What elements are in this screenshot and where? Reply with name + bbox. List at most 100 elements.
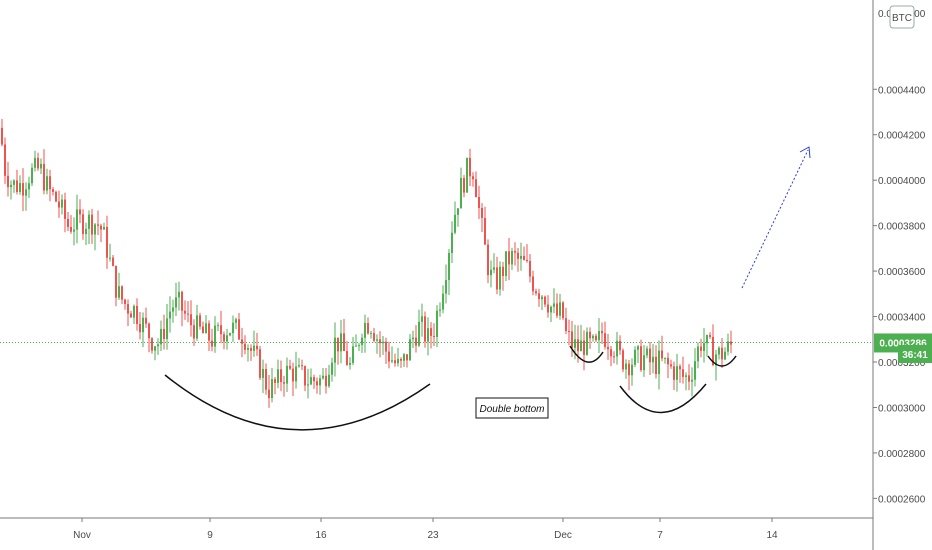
candle-down [283,382,285,384]
double-bottom-curve [619,383,707,414]
candle-up [340,333,342,352]
candle-down [124,299,126,305]
candle-up [118,286,120,298]
candle-down [721,347,723,360]
candle-down [316,381,318,386]
candle-up [391,360,393,362]
candle-up [76,209,78,230]
candle-down [238,319,240,340]
candle-up [448,252,450,281]
candle-down [7,175,9,188]
candle-down [565,318,567,331]
candle-up [694,361,696,380]
candle-down [463,178,465,193]
candle-down [610,349,612,357]
candle-down [682,369,684,377]
annotation-text: Double bottom [479,404,544,415]
candle-down [130,313,132,318]
candle-up [142,317,144,333]
candle-up [703,343,705,351]
candle-up [226,335,228,342]
candle-down [544,296,546,305]
candle-down [667,357,669,365]
candle-down [115,265,117,298]
candle-down [163,328,165,340]
candle-down [523,255,525,260]
candle-up [499,266,501,290]
candle-down [64,199,66,219]
candle-down [562,302,564,319]
candle-down [304,366,306,386]
candle-up [634,349,636,365]
currency-badge[interactable]: BTC [889,5,915,29]
candle-down [394,360,396,364]
candles-group [1,118,732,408]
candle-up [442,293,444,310]
candle-up [370,333,372,335]
candle-up [718,347,720,355]
candle-down [313,377,315,382]
candle-down [208,323,210,341]
rounded-bottom-curve [164,374,431,431]
candle-up [439,309,441,311]
candle-down [16,180,18,192]
candle-up [691,379,693,382]
candle-up [235,319,237,323]
candle-up [310,377,312,385]
y-tick-label: 0.0003400 [878,313,926,324]
candle-up [490,269,492,276]
candle-down [184,310,186,314]
candle-down [469,157,471,177]
candle-up [418,321,420,346]
candle-up [511,251,513,265]
candle-up [154,346,156,351]
candle-down [415,337,417,346]
candle-up [253,345,255,351]
candle-down [4,144,6,176]
candle-down [367,323,369,334]
candle-down [136,305,138,325]
y-tick-label: 0.0003200 [878,358,926,369]
candle-up [103,226,105,230]
x-tick-label: 23 [427,530,439,541]
candle-down [220,325,222,335]
candle-up [19,183,21,192]
candle-down [568,330,570,332]
candle-down [547,304,549,313]
countdown-label: 36:41 [898,345,932,363]
candle-down [670,364,672,367]
candle-up [457,208,459,215]
candle-down [82,214,84,235]
candle-up [382,341,384,344]
forecast-arrow [741,146,811,289]
candle-up [706,335,708,344]
candle-up [625,363,627,370]
candle-up [322,375,324,379]
candle-up [352,346,354,363]
candle-down [640,346,642,371]
candle-up [331,362,333,375]
candle-down [49,176,51,190]
candle-down [601,330,603,334]
x-tick-label: 14 [766,530,778,541]
candle-up [376,339,378,341]
candle-down [91,214,93,235]
candle-up [88,214,90,229]
candle-down [430,328,432,336]
candle-down [589,331,591,339]
candle-down [70,226,72,232]
candle-up [286,365,288,384]
candle-down [619,340,621,351]
candle-down [325,375,327,387]
candle-up [559,302,561,316]
candle-up [73,229,75,232]
candle-up [403,354,405,361]
candle-down [202,326,204,334]
candle-down [481,207,483,218]
candle-up [34,157,36,168]
candle-up [94,224,96,235]
candle-up [349,362,351,365]
candle-down [58,201,60,208]
candle-up [412,337,414,340]
candle-down [502,266,504,277]
